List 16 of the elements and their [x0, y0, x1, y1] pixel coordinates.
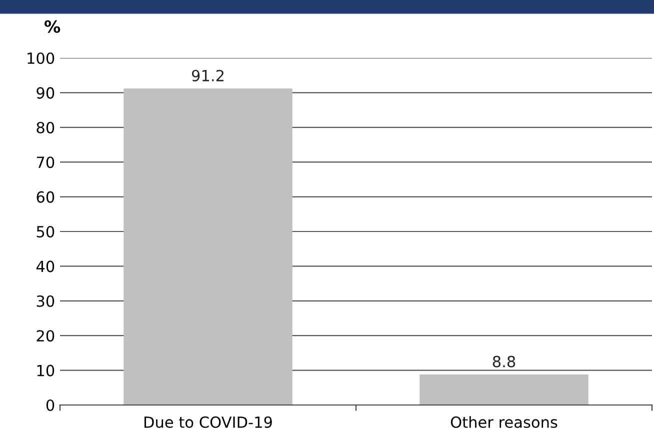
y-tick-label: 60: [36, 191, 54, 203]
data-label: 8.8: [492, 356, 516, 368]
y-tick-label: 0: [46, 399, 54, 412]
y-tick-label: 50: [36, 226, 54, 238]
y-tick-label: 80: [36, 122, 54, 134]
y-tick-label: 70: [36, 156, 54, 168]
y-tick-label: 20: [36, 330, 54, 342]
x-tick-label: Due to COVID-19: [144, 416, 272, 428]
x-tick-label: Other reasons: [450, 416, 558, 428]
y-tick-label: 40: [36, 260, 54, 272]
y-tick-label: 30: [36, 295, 54, 307]
data-label: 91.2: [192, 70, 224, 82]
y-tick-label: 10: [37, 364, 54, 376]
y-axis-title: %: [44, 20, 60, 33]
y-tick-label: 100: [28, 52, 54, 64]
y-tick-label: 90: [36, 87, 54, 99]
